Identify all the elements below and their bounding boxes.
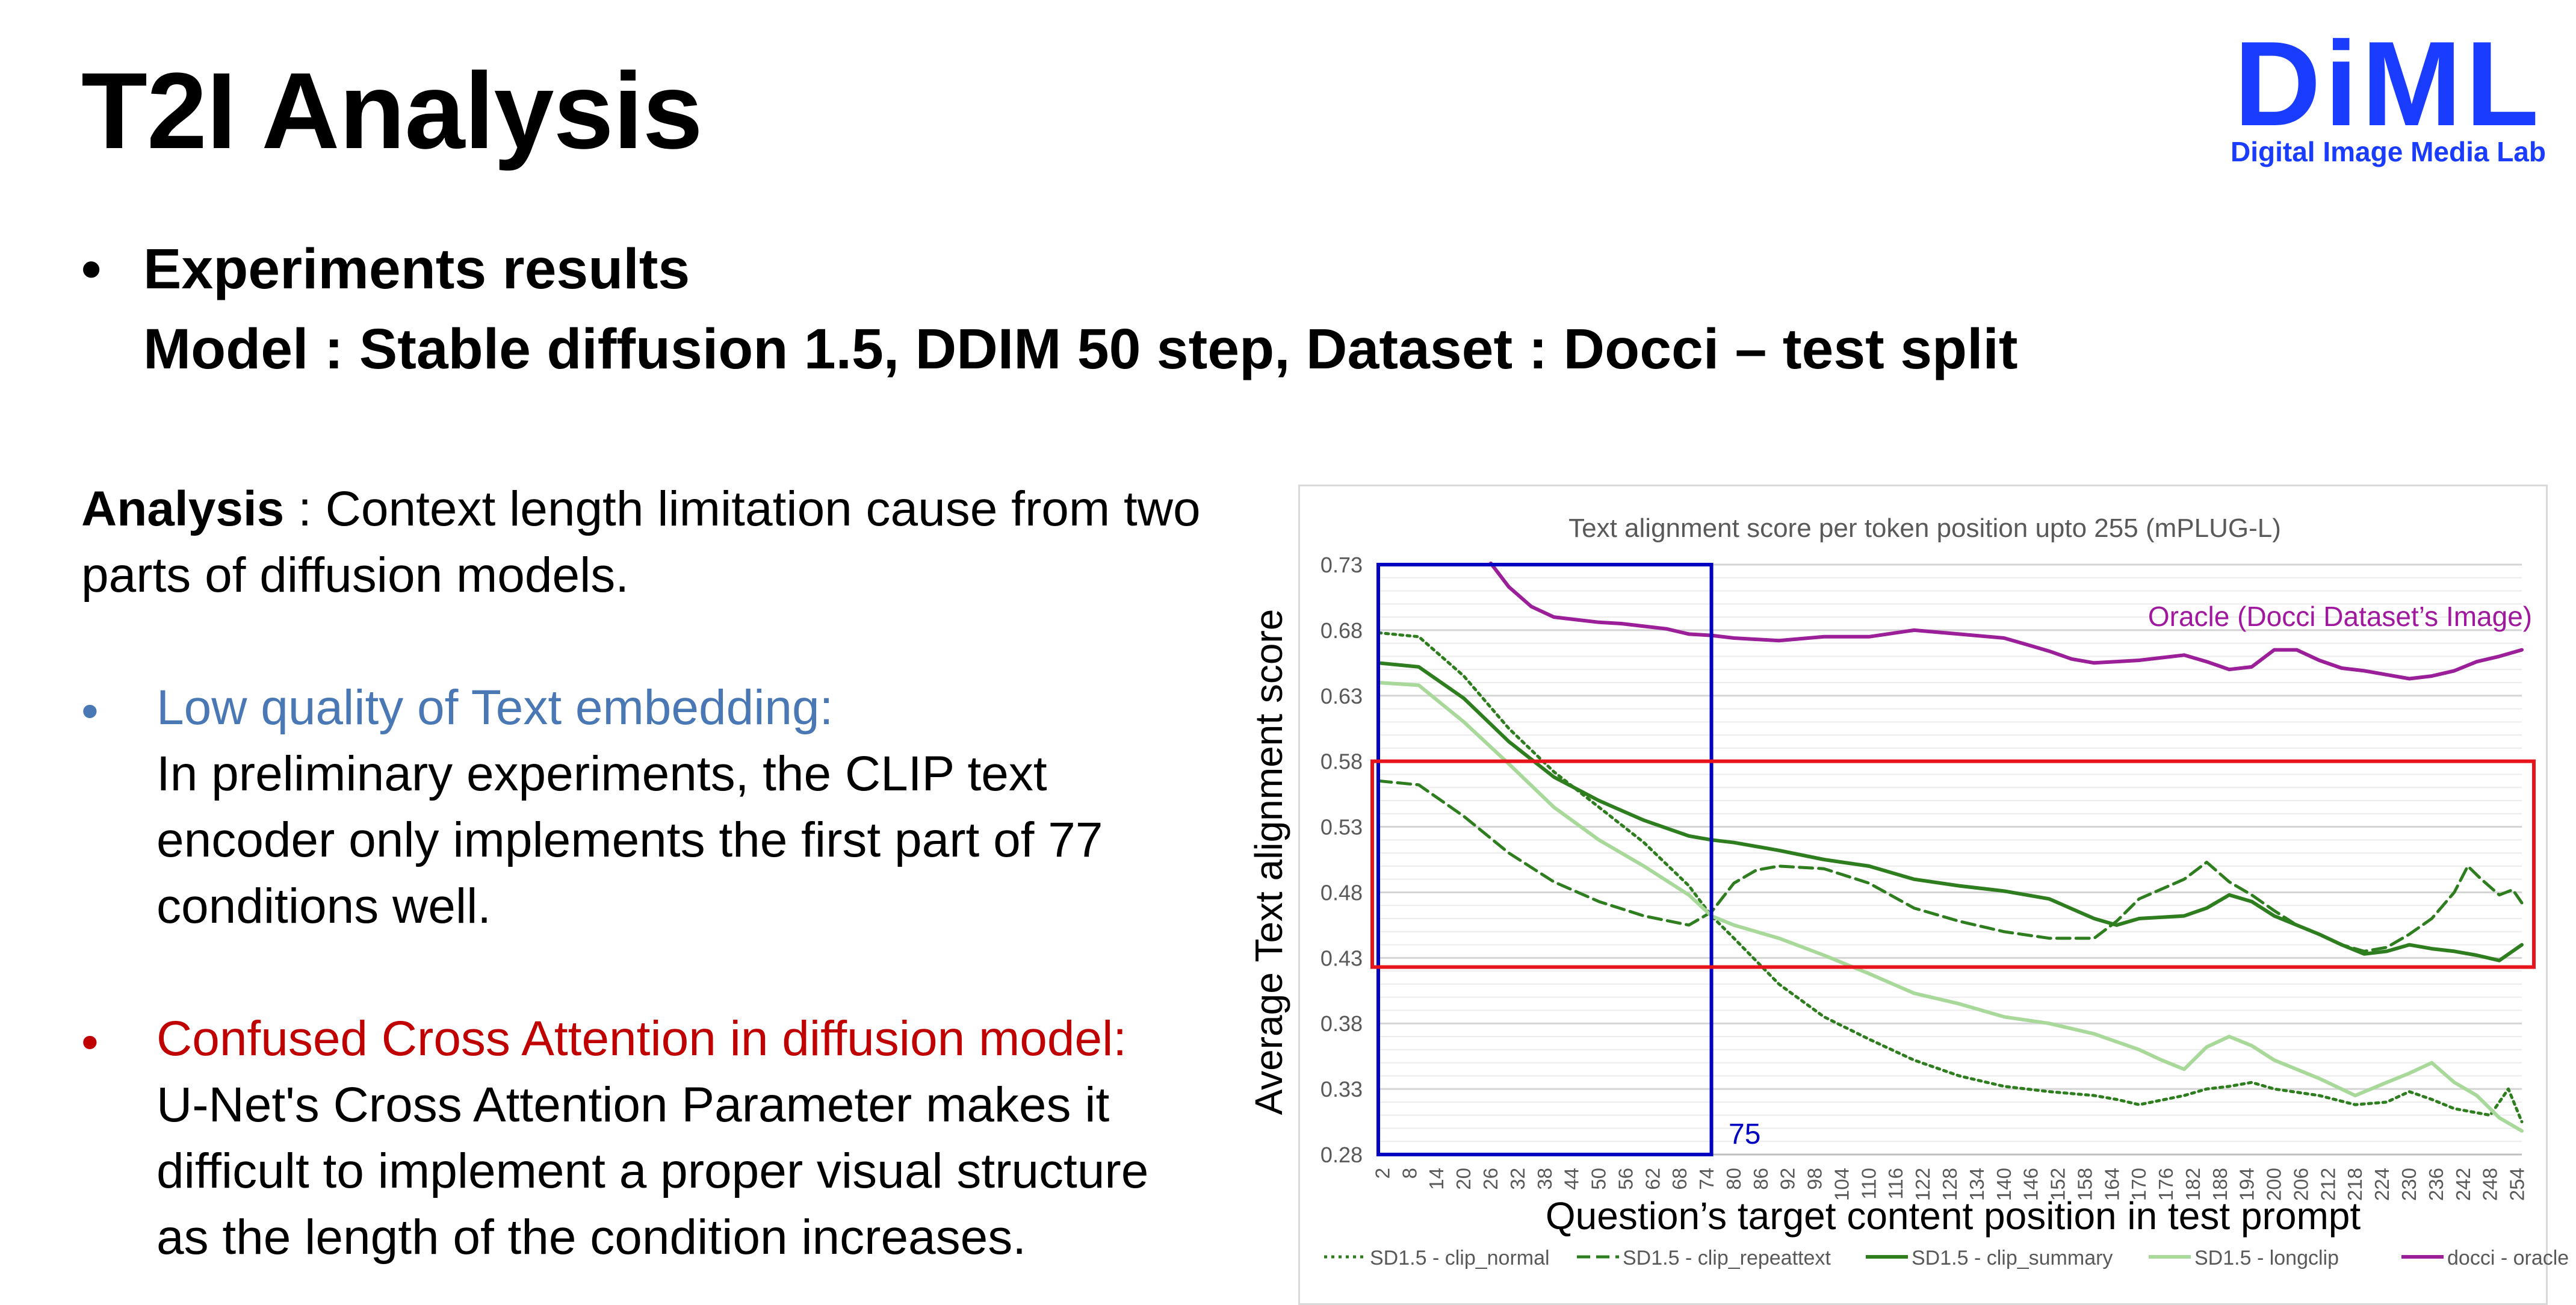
x-tick-label: 200 bbox=[2263, 1168, 2285, 1201]
point-2-bullet: • bbox=[81, 1015, 99, 1070]
x-tick-label: 50 bbox=[1588, 1168, 1610, 1190]
x-axis-label: Question’s target content position in te… bbox=[1546, 1194, 2361, 1238]
x-tick-label: 254 bbox=[2506, 1168, 2528, 1201]
x-tick-label: 188 bbox=[2209, 1168, 2231, 1201]
x-tick-label: 182 bbox=[2182, 1168, 2204, 1201]
legend-label: docci - oracle bbox=[2447, 1247, 2569, 1269]
slide-title: T2I Analysis bbox=[81, 51, 703, 172]
y-tick-label: 0.68 bbox=[1321, 618, 1363, 643]
x-tick-label: 116 bbox=[1884, 1168, 1907, 1200]
series-line-sd1-5-clip-normal bbox=[1376, 631, 2524, 1124]
x-tick-label: 32 bbox=[1506, 1168, 1529, 1190]
legend-label: SD1.5 - clip_normal bbox=[1370, 1247, 1550, 1269]
x-tick-label: 74 bbox=[1695, 1168, 1718, 1190]
x-tick-label: 14 bbox=[1425, 1168, 1447, 1190]
heading-bullet: • bbox=[81, 237, 102, 301]
x-tick-label: 62 bbox=[1641, 1168, 1664, 1190]
diml-logo: DiML Digital Image Media Lab bbox=[2231, 29, 2546, 167]
x-tick-label: 146 bbox=[2020, 1168, 2042, 1201]
chart-title: Text alignment score per token position … bbox=[1568, 513, 2281, 543]
context-75-box bbox=[1376, 563, 1714, 1156]
series-line-sd1-5-clip-repeattext bbox=[1376, 779, 2524, 953]
x-tick-label: 8 bbox=[1398, 1168, 1420, 1179]
x-tick-label: 212 bbox=[2317, 1168, 2339, 1201]
y-tick-label: 0.63 bbox=[1321, 684, 1363, 708]
point-2-title: Confused Cross Attention in diffusion mo… bbox=[156, 1011, 1127, 1066]
x-tick-label: 242 bbox=[2452, 1168, 2474, 1201]
x-tick-label: 248 bbox=[2479, 1168, 2501, 1201]
point-1-line-2: encoder only implements the first part o… bbox=[156, 813, 1103, 867]
y-tick-label: 0.43 bbox=[1321, 946, 1363, 970]
x-tick-label: 86 bbox=[1750, 1168, 1772, 1190]
analysis-label: Analysis bbox=[81, 482, 285, 536]
y-axis-label: Average Text alignment score bbox=[1247, 609, 1290, 1115]
x-tick-label: 20 bbox=[1452, 1168, 1475, 1190]
y-tick-label: 0.33 bbox=[1321, 1077, 1363, 1102]
point-2-line-2: difficult to implement a proper visual s… bbox=[156, 1144, 1149, 1198]
legend-label: SD1.5 - longclip bbox=[2194, 1247, 2339, 1269]
point-1-line-1: In preliminary experiments, the CLIP tex… bbox=[156, 746, 1047, 801]
x-tick-label: 122 bbox=[1912, 1168, 1934, 1201]
x-tick-label: 98 bbox=[1804, 1168, 1826, 1190]
x-tick-label: 2 bbox=[1371, 1168, 1393, 1179]
logo-subtitle: Digital Image Media Lab bbox=[2231, 136, 2546, 167]
x-tick-label: 164 bbox=[2101, 1168, 2123, 1201]
point-2-line-1: U-Net's Cross Attention Parameter makes … bbox=[156, 1077, 1110, 1132]
x-tick-label: 218 bbox=[2344, 1168, 2366, 1201]
score-range-box bbox=[1370, 759, 2536, 969]
point-2-line-3: as the length of the condition increases… bbox=[156, 1210, 1027, 1265]
series-line-docci-oracle bbox=[1489, 561, 2524, 681]
x-tick-label: 158 bbox=[2073, 1168, 2096, 1201]
analysis-text-1: : Context length limitation cause from t… bbox=[284, 482, 1201, 536]
box-75-annotation: 75 bbox=[1729, 1118, 1760, 1150]
y-tick-label: 0.58 bbox=[1321, 749, 1363, 774]
y-tick-label: 0.28 bbox=[1321, 1142, 1363, 1167]
x-tick-label: 128 bbox=[1939, 1168, 1961, 1201]
x-tick-label: 56 bbox=[1614, 1168, 1636, 1190]
x-tick-label: 140 bbox=[1993, 1168, 2015, 1201]
x-tick-label: 176 bbox=[2155, 1168, 2177, 1201]
y-tick-label: 0.53 bbox=[1321, 815, 1363, 840]
y-tick-label: 0.38 bbox=[1321, 1011, 1363, 1036]
legend-label: SD1.5 - clip_summary bbox=[1912, 1247, 2113, 1269]
x-tick-label: 68 bbox=[1668, 1168, 1691, 1190]
logo-mark: DiML bbox=[2234, 29, 2543, 151]
x-tick-label: 230 bbox=[2398, 1168, 2420, 1201]
x-tick-label: 170 bbox=[2128, 1168, 2150, 1201]
series-line-sd1-5-longclip bbox=[1376, 681, 2524, 1133]
analysis-line-1: Analysis : Context length limitation cau… bbox=[81, 485, 1201, 534]
point-1-line-3: conditions well. bbox=[156, 879, 492, 934]
x-tick-label: 110 bbox=[1857, 1168, 1880, 1200]
x-tick-label: 92 bbox=[1777, 1168, 1799, 1190]
x-tick-label: 224 bbox=[2371, 1168, 2393, 1201]
analysis-line-2: parts of diffusion models. bbox=[81, 548, 630, 603]
x-tick-label: 194 bbox=[2236, 1168, 2258, 1201]
y-tick-label: 0.48 bbox=[1321, 880, 1363, 905]
point-1-bullet: • bbox=[81, 684, 99, 739]
heading-line-2: Model : Stable diffusion 1.5, DDIM 50 st… bbox=[143, 317, 2018, 381]
x-tick-label: 206 bbox=[2290, 1168, 2312, 1201]
x-tick-label: 134 bbox=[1966, 1168, 1988, 1201]
x-tick-label: 152 bbox=[2047, 1168, 2069, 1201]
x-tick-label: 236 bbox=[2425, 1168, 2447, 1201]
x-tick-label: 38 bbox=[1534, 1168, 1556, 1190]
x-tick-label: 104 bbox=[1830, 1168, 1853, 1201]
legend-label: SD1.5 - clip_repeattext bbox=[1623, 1247, 1831, 1269]
x-tick-label: 80 bbox=[1723, 1168, 1745, 1190]
oracle-annotation: Oracle (Docci Dataset’s Image) bbox=[2148, 601, 2532, 632]
x-tick-label: 44 bbox=[1561, 1168, 1583, 1190]
y-tick-label: 0.73 bbox=[1321, 553, 1363, 577]
heading-line-1: Experiments results bbox=[143, 237, 690, 301]
series-line-sd1-5-clip-summary bbox=[1376, 661, 2524, 962]
x-tick-label: 26 bbox=[1479, 1168, 1502, 1190]
point-1-title: Low quality of Text embedding: bbox=[156, 680, 834, 735]
